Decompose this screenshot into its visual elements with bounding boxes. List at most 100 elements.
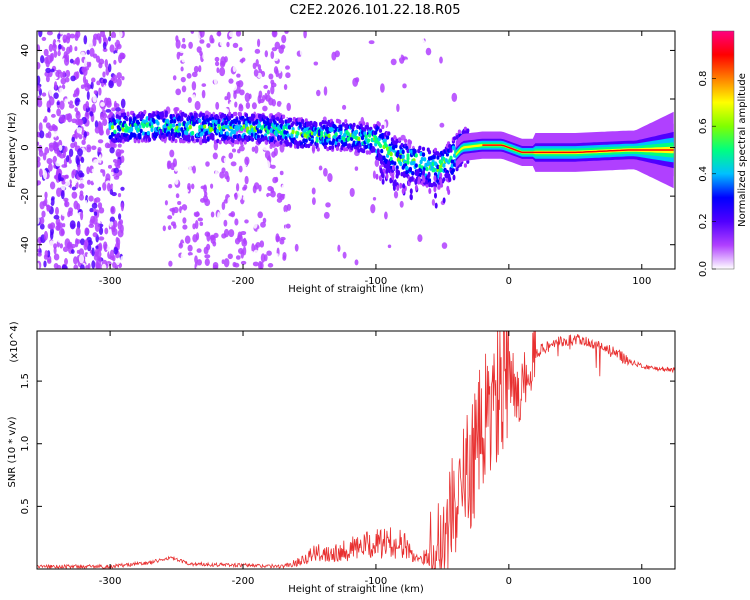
spectrogram-cell xyxy=(415,169,419,176)
spectrogram-speckle xyxy=(95,250,102,259)
spectrogram-speckle xyxy=(178,227,183,236)
colorbar-tick-label: 0.4 xyxy=(698,166,709,182)
spectrogram-speckle xyxy=(120,87,127,97)
spectrogram-cell xyxy=(174,110,178,115)
spectrogram-speckle xyxy=(86,58,92,63)
spectrogram-speckle xyxy=(166,83,173,93)
spectrogram-speckle xyxy=(70,75,76,82)
spectrogram-speckle xyxy=(425,47,432,56)
spectrogram-speckle xyxy=(402,83,407,89)
spectrogram-speckle xyxy=(79,264,85,269)
spectrogram-cell xyxy=(164,110,168,115)
spectrogram-speckle xyxy=(61,212,68,217)
spectrogram-speckle xyxy=(110,64,117,73)
snr-panel: -300 -200 -100 0 100 0.5 1.0 1.5 Height of str… xyxy=(7,321,676,595)
spectrogram-speckle xyxy=(241,57,246,62)
spectrogram-speckle xyxy=(190,140,195,151)
spectrogram-speckle xyxy=(118,213,122,220)
spectrogram-speckle xyxy=(234,101,238,108)
spectrogram-cell xyxy=(125,116,129,122)
spectrogram-cell xyxy=(450,159,454,164)
spectrogram-cell xyxy=(267,125,271,130)
spectrogram-speckle xyxy=(41,92,47,97)
spectrogram-cell xyxy=(352,122,356,128)
spectrogram-speckle xyxy=(37,61,41,70)
spectrogram-cell xyxy=(425,180,429,185)
spectrogram-speckle xyxy=(47,258,52,264)
spectrogram-ridge-core xyxy=(482,144,674,154)
spectrogram-speckle xyxy=(275,253,279,258)
spectrogram-speckle xyxy=(91,145,97,151)
spectrogram-cell xyxy=(402,183,406,190)
spectrogram-speckle xyxy=(84,199,88,210)
spectrogram-speckle xyxy=(93,90,98,95)
spectrogram-cell xyxy=(237,120,241,125)
spectrogram-speckle xyxy=(185,149,192,155)
spectrogram-speckle xyxy=(176,51,181,60)
spectrogram-speckle xyxy=(120,202,124,212)
spectrogram-speckle xyxy=(89,207,94,213)
spectrogram-cell xyxy=(296,131,300,136)
spectrogram-speckle xyxy=(66,224,71,235)
bottom-y-tick-label: 0.5 xyxy=(20,498,31,514)
spectrogram-cell xyxy=(344,119,348,124)
spectrogram-speckle xyxy=(69,33,76,39)
spectrogram-speckle xyxy=(65,174,69,179)
spectrogram-speckle xyxy=(333,192,339,198)
spectrogram-speckle xyxy=(86,179,91,185)
spectrogram-cell xyxy=(395,172,399,179)
spectrogram-cell xyxy=(234,134,238,139)
spectrogram-speckle xyxy=(316,89,321,97)
spectrogram-speckle xyxy=(72,93,77,98)
spectrogram-speckle xyxy=(268,73,274,80)
spectrogram-cell xyxy=(385,173,389,180)
spectrogram-speckle xyxy=(380,83,385,93)
spectrogram-speckle xyxy=(181,85,187,93)
spectrogram-speckle xyxy=(84,227,90,237)
spectrogram-speckle xyxy=(257,211,263,219)
spectrogram-speckle xyxy=(310,81,315,91)
spectrogram-cell xyxy=(381,132,385,138)
spectrogram-cell xyxy=(428,188,432,194)
chart-title: C2E2.2026.101.22.18.R05 xyxy=(289,3,460,18)
spectrogram-cell xyxy=(291,121,295,126)
spectrogram-cell xyxy=(448,143,452,149)
spectrogram-speckle xyxy=(188,163,192,173)
spectrogram-cell xyxy=(142,131,146,136)
spectrogram-speckle xyxy=(80,156,85,164)
spectrogram-speckle xyxy=(260,61,267,71)
spectrogram-speckle xyxy=(274,176,279,183)
spectrogram-cell xyxy=(378,175,382,182)
spectrogram-speckle xyxy=(57,50,61,57)
spectrogram-cell xyxy=(199,112,203,117)
spectrogram-speckle xyxy=(61,180,66,185)
spectrogram-speckle xyxy=(88,223,95,229)
spectrogram-speckle xyxy=(182,37,186,43)
spectrogram-speckle xyxy=(194,220,199,229)
spectrogram-speckle xyxy=(234,192,238,200)
spectrogram-speckle xyxy=(413,207,417,212)
spectrogram-cell xyxy=(115,114,119,119)
spectrogram-cell xyxy=(186,121,190,126)
spectrogram-speckle xyxy=(62,70,66,79)
spectrogram-speckle xyxy=(194,255,198,264)
spectrogram-cell xyxy=(291,129,295,135)
spectrogram-speckle xyxy=(338,181,344,186)
spectrogram-cell xyxy=(110,125,115,130)
spectrogram-speckle xyxy=(61,164,68,168)
spectrogram-cell xyxy=(433,186,437,193)
spectrogram-speckle xyxy=(168,260,173,267)
spectrogram-speckle xyxy=(285,65,290,70)
colorbar-tick-label: 0.6 xyxy=(698,118,709,134)
spectrogram-speckle xyxy=(359,62,363,70)
spectrogram-speckle xyxy=(191,81,197,91)
spectrogram-speckle xyxy=(188,41,193,49)
spectrogram-speckle xyxy=(120,186,125,191)
spectrogram-cell xyxy=(211,136,215,141)
spectrogram-cell xyxy=(119,137,123,143)
spectrogram-speckle xyxy=(304,168,310,173)
spectrogram-speckle xyxy=(37,85,41,92)
spectrogram-cell xyxy=(240,126,244,132)
spectrogram-speckle xyxy=(45,54,52,65)
spectrogram-speckle xyxy=(90,215,96,224)
